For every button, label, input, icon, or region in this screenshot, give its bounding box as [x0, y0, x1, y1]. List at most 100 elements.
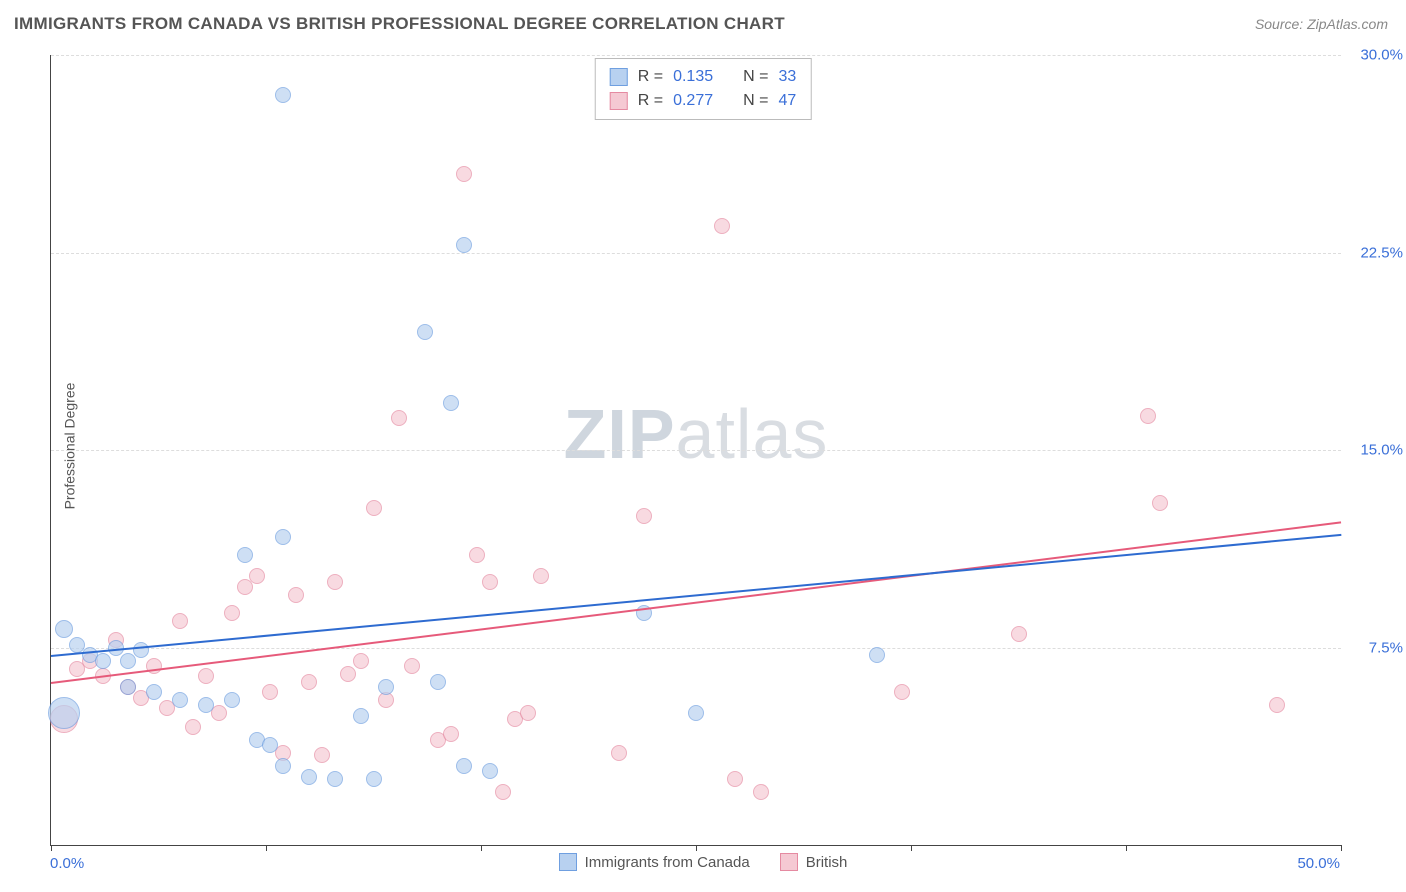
- data-point-british: [714, 218, 730, 234]
- data-point-british: [636, 508, 652, 524]
- watermark-left: ZIP: [564, 395, 676, 473]
- y-tick-label: 22.5%: [1347, 244, 1403, 261]
- data-point-british: [366, 500, 382, 516]
- data-point-british: [404, 658, 420, 674]
- stats-legend-box: R = 0.135 N = 33 R = 0.277 N = 47: [595, 58, 812, 120]
- plot-area: ZIPatlas 7.5%15.0%22.5%30.0%: [50, 55, 1341, 846]
- source-attribution: Source: ZipAtlas.com: [1255, 16, 1388, 32]
- data-point-british: [520, 705, 536, 721]
- data-point-british: [456, 166, 472, 182]
- y-tick-label: 7.5%: [1347, 639, 1403, 656]
- data-point-british: [482, 574, 498, 590]
- legend-label-canada: Immigrants from Canada: [585, 854, 750, 871]
- x-tick: [1341, 845, 1342, 851]
- data-point-canada: [48, 697, 80, 729]
- data-point-canada: [482, 763, 498, 779]
- chart-container: IMMIGRANTS FROM CANADA VS BRITISH PROFES…: [0, 0, 1406, 892]
- watermark-right: atlas: [676, 395, 829, 473]
- n-value-canada: 33: [778, 65, 796, 89]
- data-point-british: [495, 784, 511, 800]
- r-value-british: 0.277: [673, 89, 713, 113]
- data-point-british: [249, 568, 265, 584]
- data-point-canada: [275, 758, 291, 774]
- data-point-canada: [430, 674, 446, 690]
- data-point-british: [727, 771, 743, 787]
- data-point-canada: [275, 529, 291, 545]
- data-point-canada: [172, 692, 188, 708]
- stats-row-canada: R = 0.135 N = 33: [610, 65, 797, 89]
- data-point-british: [288, 587, 304, 603]
- data-point-canada: [95, 653, 111, 669]
- data-point-british: [224, 605, 240, 621]
- data-point-british: [894, 684, 910, 700]
- data-point-british: [391, 410, 407, 426]
- data-point-canada: [443, 395, 459, 411]
- x-axis-min-label: 0.0%: [50, 855, 84, 872]
- data-point-canada: [688, 705, 704, 721]
- chart-title: IMMIGRANTS FROM CANADA VS BRITISH PROFES…: [14, 14, 785, 34]
- data-point-british: [327, 574, 343, 590]
- data-point-canada: [237, 547, 253, 563]
- legend-label-british: British: [806, 854, 848, 871]
- data-point-canada: [301, 769, 317, 785]
- data-point-canada: [55, 620, 73, 638]
- gridline-h: [51, 648, 1341, 649]
- gridline-h: [51, 253, 1341, 254]
- data-point-canada: [262, 737, 278, 753]
- swatch-canada-bottom: [559, 853, 577, 871]
- data-point-british: [198, 668, 214, 684]
- data-point-canada: [133, 642, 149, 658]
- data-point-british: [1140, 408, 1156, 424]
- x-tick: [481, 845, 482, 851]
- x-tick: [266, 845, 267, 851]
- data-point-british: [611, 745, 627, 761]
- x-tick: [911, 845, 912, 851]
- r-label-british: R =: [638, 89, 663, 113]
- r-label-canada: R =: [638, 65, 663, 89]
- data-point-canada: [456, 237, 472, 253]
- data-point-british: [185, 719, 201, 735]
- n-value-british: 47: [778, 89, 796, 113]
- data-point-british: [1269, 697, 1285, 713]
- legend-item-canada: Immigrants from Canada: [559, 853, 750, 871]
- data-point-canada: [366, 771, 382, 787]
- data-point-canada: [120, 653, 136, 669]
- data-point-british: [314, 747, 330, 763]
- data-point-canada: [146, 684, 162, 700]
- gridline-h: [51, 55, 1341, 56]
- data-point-british: [172, 613, 188, 629]
- legend-item-british: British: [780, 853, 848, 871]
- data-point-british: [301, 674, 317, 690]
- data-point-british: [443, 726, 459, 742]
- data-point-canada: [224, 692, 240, 708]
- x-tick: [51, 845, 52, 851]
- swatch-british-bottom: [780, 853, 798, 871]
- data-point-canada: [456, 758, 472, 774]
- data-point-british: [1152, 495, 1168, 511]
- x-tick: [696, 845, 697, 851]
- data-point-canada: [327, 771, 343, 787]
- data-point-british: [353, 653, 369, 669]
- r-value-canada: 0.135: [673, 65, 713, 89]
- watermark: ZIPatlas: [564, 394, 829, 474]
- data-point-british: [340, 666, 356, 682]
- data-point-canada: [275, 87, 291, 103]
- data-point-british: [753, 784, 769, 800]
- data-point-british: [1011, 626, 1027, 642]
- data-point-canada: [378, 679, 394, 695]
- gridline-h: [51, 450, 1341, 451]
- data-point-canada: [417, 324, 433, 340]
- data-point-canada: [869, 647, 885, 663]
- bottom-legend: Immigrants from Canada British: [0, 853, 1406, 871]
- x-axis-max-label: 50.0%: [1297, 855, 1340, 872]
- data-point-canada: [198, 697, 214, 713]
- data-point-british: [262, 684, 278, 700]
- x-tick: [1126, 845, 1127, 851]
- data-point-canada: [353, 708, 369, 724]
- swatch-british: [610, 92, 628, 110]
- y-tick-label: 30.0%: [1347, 47, 1403, 64]
- n-label-british: N =: [743, 89, 768, 113]
- n-label-canada: N =: [743, 65, 768, 89]
- trendline-british: [51, 521, 1341, 684]
- data-point-canada: [120, 679, 136, 695]
